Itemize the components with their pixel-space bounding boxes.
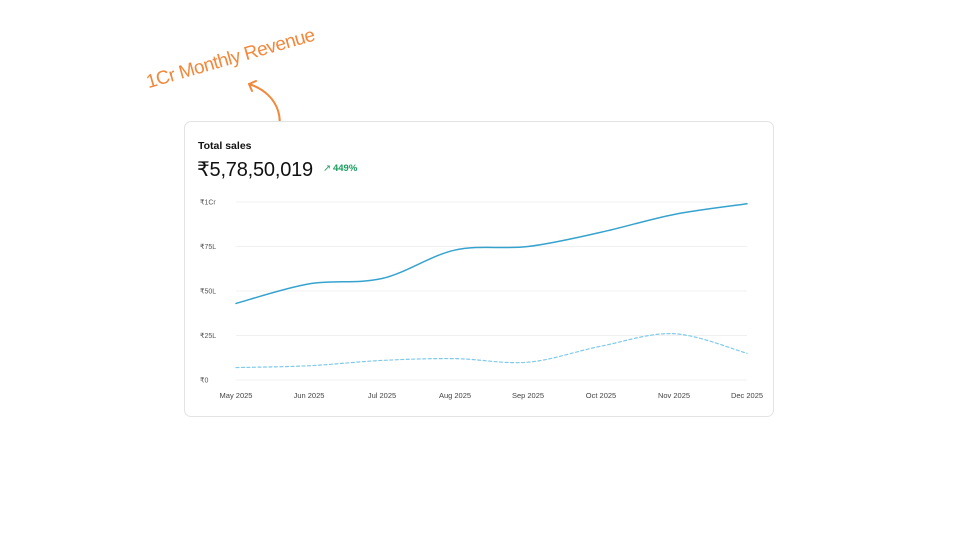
y-tick-label: ₹0	[200, 377, 208, 385]
series-line-previous	[235, 333, 748, 369]
card-title: Total sales	[198, 140, 252, 152]
x-tick-label: Jun 2025	[294, 391, 325, 400]
x-tick-label: May 2025	[220, 391, 253, 400]
arrow-up-right-icon: ↗	[323, 163, 331, 174]
total-sales-value: ₹5,78,50,019	[197, 159, 313, 181]
x-tick-label: Aug 2025	[439, 391, 471, 400]
x-tick-label: Nov 2025	[658, 391, 690, 400]
growth-value: 449%	[332, 163, 358, 174]
y-tick-label: ₹75L	[200, 243, 216, 251]
x-tick-label: Jul 2025	[368, 391, 396, 400]
y-tick-label: ₹50L	[200, 288, 216, 296]
x-tick-label: Sep 2025	[512, 391, 544, 400]
x-tick-label: Dec 2025	[731, 391, 763, 400]
y-tick-label: ₹25L	[200, 332, 216, 340]
x-tick-label: Oct 2025	[586, 391, 616, 400]
sales-line-chart: ₹0 ₹25L ₹50L ₹75L ₹1Cr May 2025 Jun 2025 Jul 20…	[200, 199, 763, 401]
total-sales-card: Total sales ₹5,78,50,019 ↗ 449% ₹0 ₹25L ₹50…	[184, 121, 774, 417]
growth-badge: ↗ 449%	[323, 163, 357, 174]
y-tick-label: ₹1Cr	[200, 199, 216, 207]
series-line-current	[235, 203, 748, 305]
